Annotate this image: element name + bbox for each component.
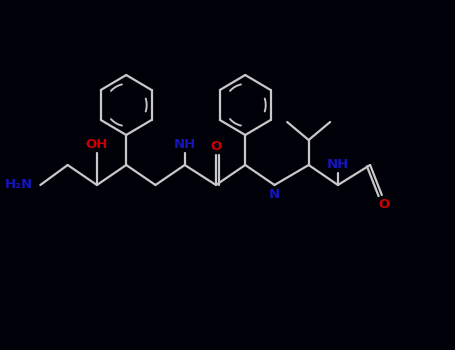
Text: OH: OH [86,138,108,150]
Text: NH: NH [174,138,196,150]
Text: H₂N: H₂N [5,178,33,191]
Text: NH: NH [327,158,349,170]
Text: N: N [269,189,280,202]
Text: O: O [210,140,222,153]
Text: O: O [378,198,389,211]
